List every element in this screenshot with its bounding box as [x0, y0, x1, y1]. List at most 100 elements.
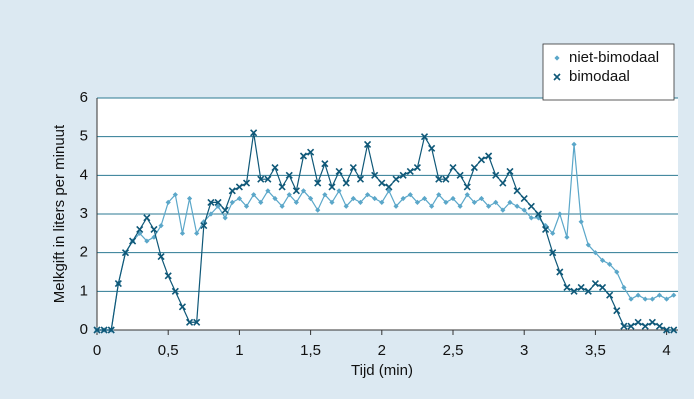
data-point [577, 283, 585, 292]
data-point [406, 167, 414, 176]
y-tick-label: 4 [80, 166, 88, 183]
data-point [308, 195, 314, 202]
data-point [443, 199, 449, 205]
data-point [349, 164, 357, 172]
data-point [436, 192, 442, 198]
data-point [428, 144, 436, 152]
data-point [129, 237, 137, 245]
data-point [513, 187, 521, 195]
data-point [606, 291, 614, 299]
data-point [350, 195, 356, 202]
data-point [570, 287, 578, 295]
data-point [250, 129, 258, 137]
data-point [186, 195, 193, 202]
x-tick-label: 0,5 [158, 342, 179, 359]
data-point [464, 192, 470, 198]
series-line [97, 144, 675, 331]
data-point [214, 198, 222, 206]
data-point [193, 318, 201, 326]
data-point [628, 296, 634, 302]
data-point [649, 296, 655, 302]
data-point [414, 199, 421, 205]
legend-label: bimodaal [569, 68, 630, 85]
data-point [670, 326, 678, 334]
x-tick-label: 1 [235, 342, 243, 359]
data-point [527, 202, 535, 210]
data-point [251, 192, 257, 198]
data-point [499, 179, 507, 187]
data-point [413, 164, 421, 172]
data-point [364, 192, 371, 198]
data-point [607, 261, 613, 267]
data-point [634, 318, 642, 326]
data-point [585, 242, 591, 248]
x-tick-label: 0 [93, 342, 101, 359]
data-point [500, 207, 506, 213]
data-point [641, 322, 649, 330]
data-point [121, 249, 130, 257]
data-point [620, 322, 628, 330]
data-point [421, 195, 428, 202]
data-point [328, 183, 336, 191]
data-point [235, 183, 243, 191]
data-point [486, 203, 492, 209]
data-point [171, 287, 179, 295]
data-point [493, 199, 499, 205]
data-point [315, 207, 321, 213]
data-point [136, 225, 144, 234]
data-point [429, 203, 435, 209]
data-point [258, 199, 264, 205]
x-tick-label: 2,5 [443, 342, 464, 359]
data-point [592, 250, 599, 256]
y-tick-label: 5 [80, 128, 88, 145]
data-point [550, 230, 556, 236]
data-point [278, 183, 286, 191]
y-axis-title: Melkgift in liters per minuut [51, 124, 68, 303]
data-point [342, 179, 350, 187]
data-point [614, 269, 620, 275]
data-point [642, 296, 648, 302]
x-tick-label: 4 [662, 342, 670, 359]
data-point [456, 171, 464, 179]
data-point [613, 307, 621, 315]
data-point [635, 292, 641, 298]
data-point [578, 219, 584, 225]
data-point [257, 175, 265, 183]
data-point [507, 199, 513, 205]
data-point [300, 188, 307, 194]
legend-box [542, 43, 675, 101]
data-point [399, 171, 407, 179]
data-point [236, 195, 243, 202]
data-point [521, 207, 527, 213]
data-point [264, 175, 272, 183]
data-point [221, 206, 229, 214]
data-point [591, 280, 599, 288]
y-tick-label: 1 [80, 282, 88, 299]
data-point [222, 215, 228, 221]
data-point [307, 148, 315, 156]
data-point [194, 230, 200, 236]
data-point [322, 192, 328, 198]
data-point [599, 257, 606, 263]
data-point [286, 192, 292, 198]
x-tick-label: 2 [378, 342, 386, 359]
data-point [215, 203, 221, 209]
data-point [556, 268, 564, 276]
data-point [279, 203, 285, 209]
data-point [357, 199, 364, 205]
data-point [450, 195, 456, 202]
legend-marker [554, 55, 560, 61]
data-point [272, 195, 278, 202]
data-point [463, 183, 471, 191]
data-point [598, 283, 607, 292]
data-point [663, 326, 671, 334]
data-point [627, 322, 635, 330]
data-point [228, 187, 236, 195]
data-point [185, 318, 194, 326]
data-point [656, 292, 663, 298]
data-point [292, 187, 300, 195]
y-tick-label: 0 [80, 321, 88, 338]
y-tick-label: 3 [80, 205, 88, 222]
data-point [477, 156, 486, 164]
